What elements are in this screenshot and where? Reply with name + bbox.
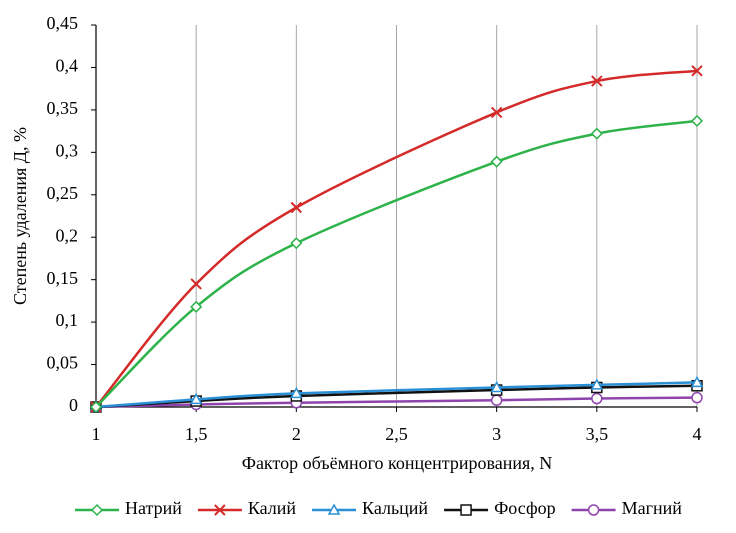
legend-label: Кальций — [362, 498, 428, 518]
marker — [690, 114, 704, 127]
marker — [214, 504, 226, 516]
y-tick-label: 0,4 — [56, 56, 79, 76]
marker — [690, 375, 704, 388]
marker — [591, 75, 603, 87]
marker — [490, 106, 503, 119]
y-tick-label: 0 — [69, 395, 78, 415]
marker — [327, 503, 341, 515]
marker — [490, 394, 503, 406]
legend-item: Кальций — [312, 498, 428, 518]
marker — [90, 503, 104, 517]
x-tick-label: 2,5 — [385, 424, 408, 444]
x-tick-label: 3,5 — [586, 424, 609, 444]
marker — [691, 65, 703, 77]
y-tick-label: 0,05 — [47, 353, 79, 373]
x-tick-label: 1 — [92, 424, 101, 444]
legend-label: Натрий — [125, 498, 182, 518]
x-tick-label: 2 — [292, 424, 301, 444]
x-tick-label: 4 — [693, 424, 702, 444]
y-tick-label: 0,25 — [47, 183, 79, 203]
marker — [190, 278, 202, 290]
y-tick-label: 0,1 — [56, 310, 79, 330]
y-tick-label: 0,45 — [47, 13, 79, 33]
marker — [89, 400, 103, 414]
marker — [190, 300, 203, 313]
y-tick-label: 0,35 — [47, 98, 79, 118]
marker — [591, 392, 603, 405]
y-tick-label: 0,3 — [56, 140, 79, 160]
marker — [290, 201, 303, 214]
marker — [490, 155, 503, 168]
legend-label: Фосфор — [494, 498, 556, 518]
legend-item: Калий — [197, 498, 297, 518]
legend-item: Фосфор — [444, 498, 556, 518]
y-axis-label: Степень удаления Д, % — [10, 127, 30, 305]
y-tick-label: 0,2 — [56, 225, 79, 245]
marker — [587, 504, 600, 516]
legend-label: Калий — [248, 498, 297, 518]
legend-item: Магний — [571, 498, 683, 518]
marker — [290, 386, 303, 399]
series-line — [95, 381, 698, 409]
marker — [490, 380, 503, 393]
x-axis-label: Фактор объёмного концентрирования, N — [242, 453, 553, 473]
marker — [590, 127, 603, 140]
marker — [189, 392, 203, 405]
y-tick-label: 0,15 — [47, 268, 79, 288]
marker — [691, 391, 703, 404]
legend-item: Натрий — [75, 498, 182, 518]
x-tick-label: 1,5 — [185, 424, 208, 444]
marker — [460, 504, 472, 516]
marker — [590, 378, 604, 390]
x-tick-label: 3 — [492, 424, 501, 444]
marker — [290, 237, 303, 250]
legend-label: Магний — [622, 498, 683, 518]
